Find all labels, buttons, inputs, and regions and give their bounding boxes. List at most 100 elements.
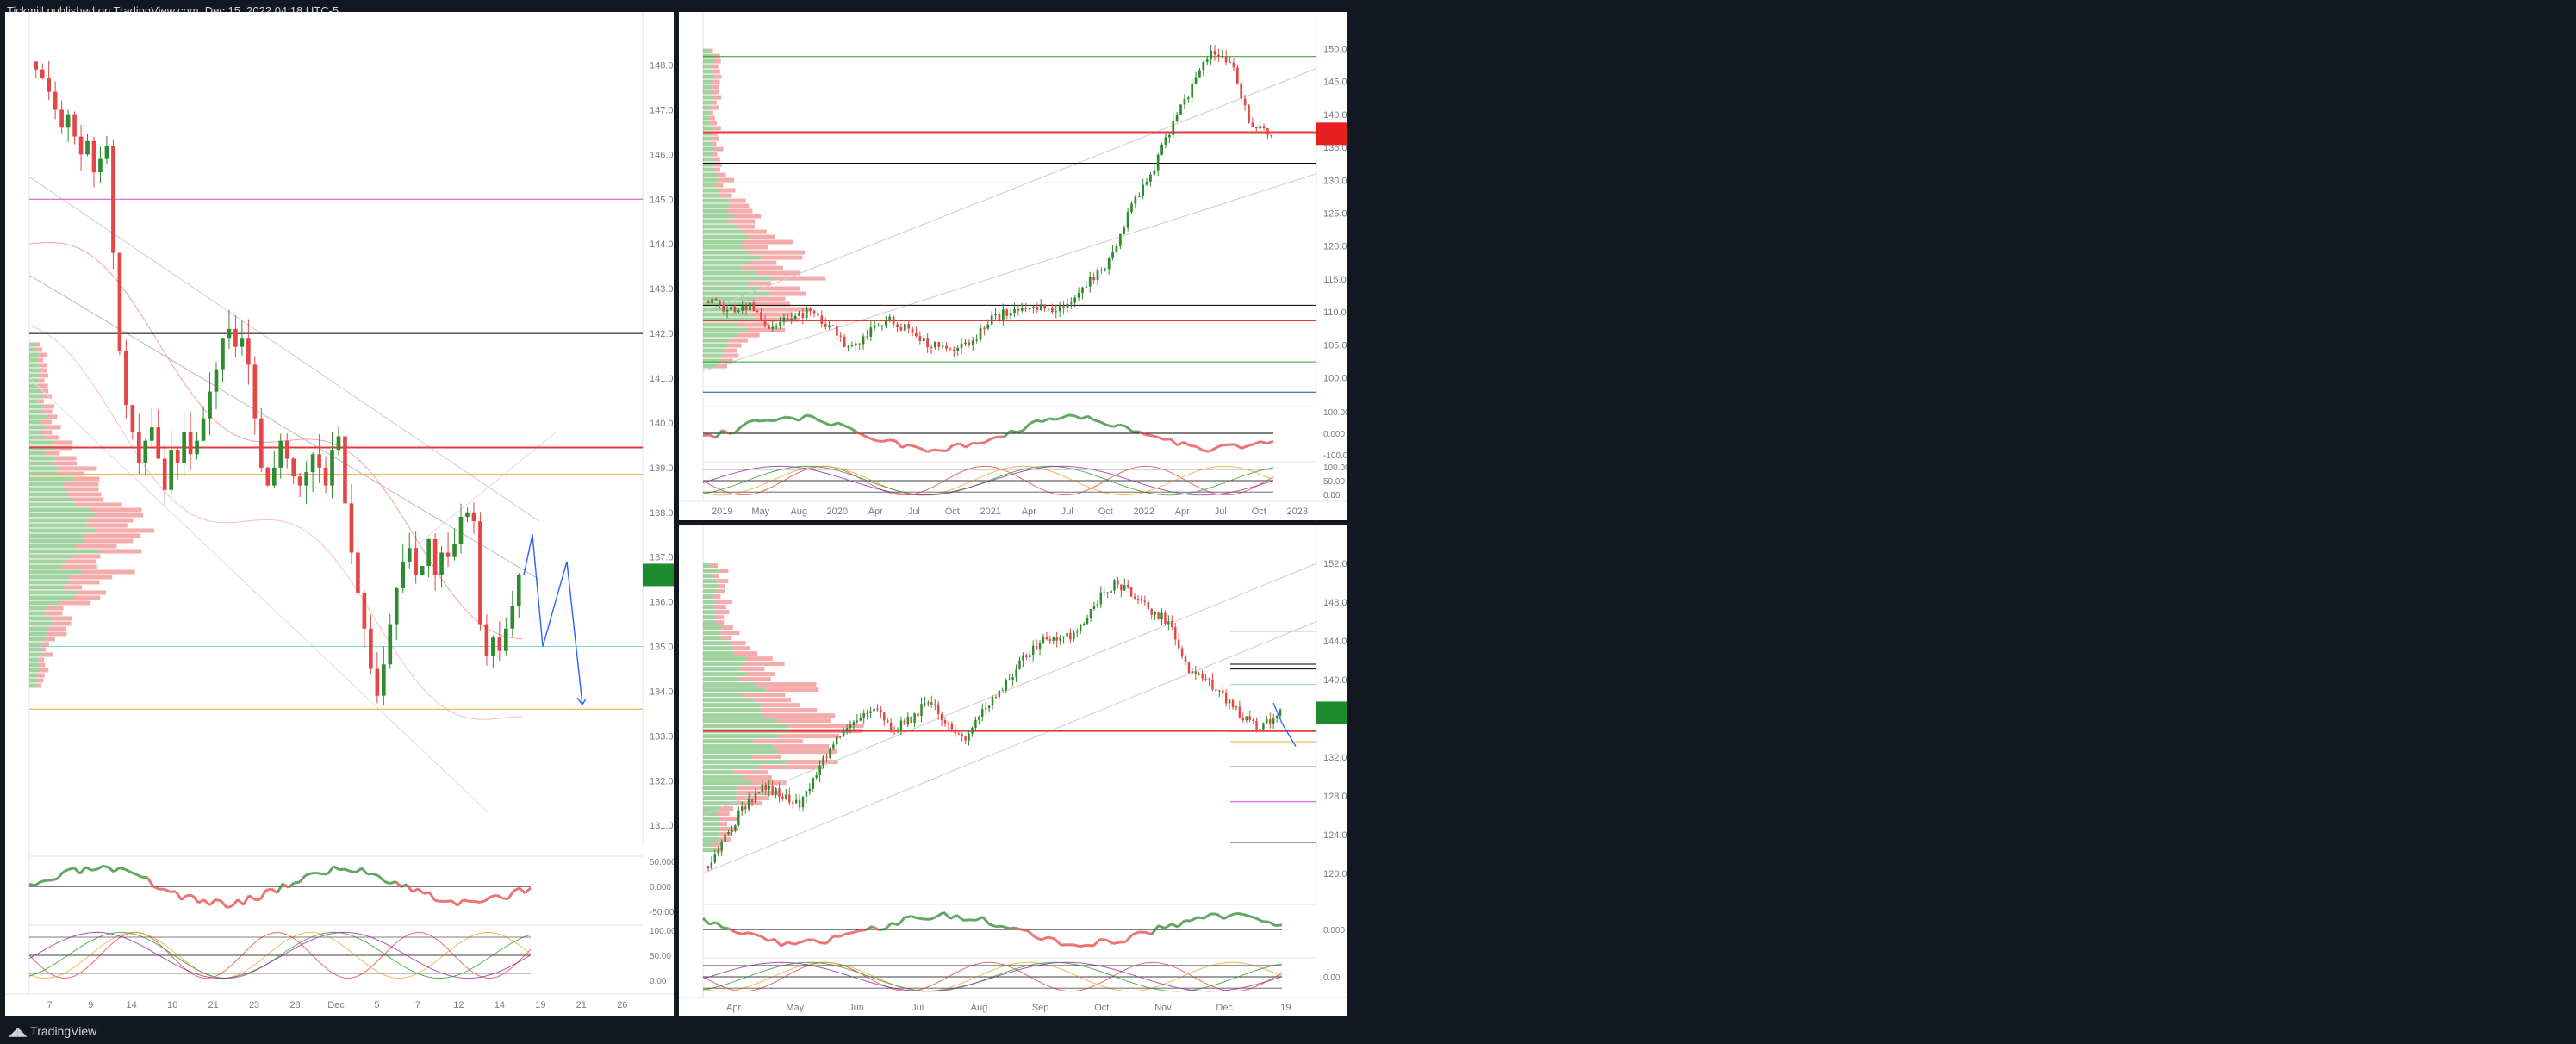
candle-body — [815, 775, 818, 778]
candle-body — [1266, 128, 1269, 135]
oscillator-line — [496, 893, 504, 900]
oscillator-line — [1086, 943, 1094, 948]
volume-profile-bar — [53, 440, 73, 445]
volume-profile-bar — [39, 352, 47, 357]
candle-body — [775, 788, 777, 795]
candle-body — [733, 306, 737, 313]
volume-profile-bar — [703, 48, 709, 53]
volume-profile-bar — [703, 198, 730, 203]
candle-body — [233, 328, 238, 347]
volume-profile-bar — [35, 342, 40, 347]
oscillator-line — [972, 441, 979, 445]
volume-profile-bar — [743, 662, 785, 667]
volume-profile-bar — [86, 523, 128, 528]
candle-body — [805, 308, 808, 319]
candle-body — [1048, 639, 1052, 641]
candle-body — [950, 724, 954, 730]
volume-profile-bar — [29, 435, 45, 440]
oscillator-line — [344, 867, 352, 873]
volume-profile-bar — [752, 755, 782, 760]
volume-profile-bar — [29, 476, 74, 482]
oscillator-line — [930, 915, 938, 921]
candle-body — [1001, 309, 1005, 320]
candle-body — [866, 336, 868, 338]
candle-body — [240, 338, 245, 347]
volume-profile-bar — [72, 554, 101, 559]
volume-profile-bar — [703, 332, 737, 338]
volume-profile-bar — [29, 399, 38, 404]
oscillator-line — [740, 420, 749, 428]
oscillator-line — [1061, 413, 1069, 419]
oscillator-line — [56, 871, 65, 880]
oscillator-line — [333, 865, 340, 871]
price-axis-tick: 120.000 — [1323, 869, 1347, 879]
oscillator-line — [878, 928, 886, 932]
candle-body — [317, 454, 321, 468]
candle-body — [388, 624, 393, 665]
volume-profile-bar — [703, 167, 712, 172]
candle-body — [1187, 662, 1191, 674]
oscillator-line — [728, 431, 736, 435]
chart-panel-top-right[interactable]: 150.000 145.000 140.000 135.000 130.000 125.0… — [679, 12, 1347, 520]
candle-body — [922, 338, 925, 342]
volume-profile-bar — [703, 152, 712, 157]
price-axis-tick: 128.000 — [1323, 792, 1347, 802]
oscillator-line — [1266, 439, 1274, 445]
volume-profile-bar — [62, 482, 99, 487]
candle-body — [1153, 170, 1156, 175]
volume-profile-bar — [29, 461, 53, 466]
candle-body — [1211, 679, 1214, 690]
oscillator-line — [754, 933, 762, 938]
oscillator-line — [242, 894, 251, 906]
candle-body — [1055, 637, 1058, 641]
oscillator-line — [1254, 440, 1261, 445]
candle-body — [1275, 716, 1279, 719]
candle-body — [1235, 67, 1239, 84]
candle-body — [1186, 97, 1190, 100]
candle-body — [968, 342, 971, 345]
candle-body — [1062, 306, 1065, 308]
volume-profile-bar — [29, 554, 73, 559]
oscillator-axis-tick: -100.000 — [1323, 451, 1347, 461]
candle-body — [1184, 656, 1187, 662]
chart-bottom-right-svg[interactable]: 152.000148.000144.000140.000136.000132.0… — [679, 525, 1347, 1016]
candle-body — [801, 312, 805, 319]
oscillator-line — [479, 899, 487, 904]
volume-profile-bar — [703, 610, 716, 615]
tradingview-logo-text: TradingView — [30, 1024, 97, 1038]
candle-body — [961, 734, 963, 736]
volume-profile-bar — [703, 121, 710, 126]
volume-profile-bar — [75, 502, 122, 507]
tradingview-logo-icon[interactable]: ◢◣ TradingView — [9, 1024, 96, 1039]
chart-panel-left[interactable]: 148.000 147.000 146.000 145.000 144.000 143.0… — [5, 12, 674, 1016]
candle-body — [889, 722, 893, 730]
candle-body — [1279, 709, 1282, 717]
candle-body — [1013, 308, 1016, 314]
chart-top-right-svg[interactable]: 150.000 145.000 140.000 135.000 130.000 125.0… — [679, 12, 1347, 520]
candle-body — [775, 326, 778, 328]
candle-body — [169, 450, 174, 490]
candle-body — [986, 324, 990, 329]
candle-body — [1213, 50, 1216, 55]
chart-left-svg[interactable]: 148.000 147.000 146.000 145.000 144.000 143.0… — [5, 12, 674, 1016]
volume-profile-bar — [29, 559, 65, 564]
volume-profile-bar — [29, 502, 76, 507]
candle-body — [957, 733, 960, 735]
price-tag — [643, 563, 674, 587]
volume-profile-bar — [717, 579, 729, 584]
volume-profile-bar — [29, 383, 38, 388]
candle-body — [369, 628, 373, 669]
oscillator-line — [304, 872, 312, 877]
candle-body — [1248, 716, 1251, 720]
candle-body — [763, 320, 767, 326]
candle-body — [906, 716, 910, 725]
chart-panel-bottom-right[interactable]: 152.000148.000144.000140.000136.000132.0… — [679, 525, 1347, 1016]
oscillator-axis-tick: 0.00 — [1323, 491, 1341, 500]
volume-profile-bar — [703, 172, 717, 177]
candle-body — [1028, 308, 1031, 309]
volume-profile-bar — [760, 255, 803, 260]
oscillator-line — [800, 938, 808, 944]
time-axis-tick: Apr — [726, 1003, 741, 1013]
volume-profile-bar — [703, 100, 712, 105]
candle-body — [1255, 720, 1258, 730]
